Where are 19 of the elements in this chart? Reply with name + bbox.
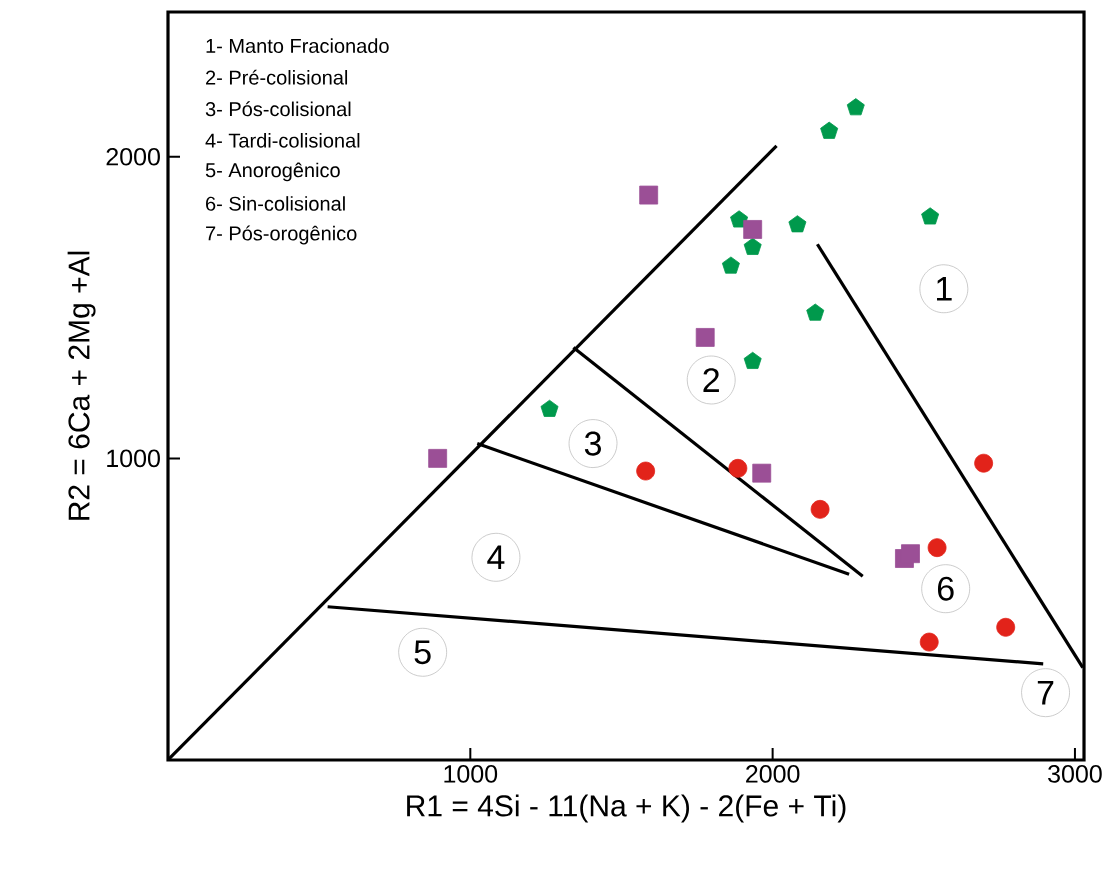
annotation: 1- Manto Fracionado <box>206 38 389 53</box>
annotation: 1 <box>937 277 952 301</box>
y-axis-title: R2 = 6Ca + 2Mg +Al <box>67 251 96 520</box>
annotation: 4- Tardi-colisional <box>205 133 360 148</box>
x-tick-label: 2000 <box>746 765 800 783</box>
x-tick-label: 3000 <box>1048 765 1102 783</box>
x-tick-label: 1000 <box>444 765 498 783</box>
annotation: 2- Pré-colisional <box>206 69 348 85</box>
annotation: 5- Anorogênico <box>205 162 340 182</box>
annotation: 6 <box>937 576 954 601</box>
annotation: 2 <box>703 368 719 392</box>
annotation: 5 <box>414 640 431 665</box>
x-axis-title: R1 = 4Si - 11(Na + K) - 2(Fe + Ti) <box>407 794 846 823</box>
annotation: 7- Pós-orogênico <box>206 225 357 245</box>
annotation: 7 <box>1037 680 1054 705</box>
annotation: 6- Sin-colisional <box>206 196 345 211</box>
annotation: 3 <box>584 431 601 456</box>
annotation: 3- Pós-colisional <box>205 101 351 117</box>
annotation: 4 <box>487 545 505 569</box>
